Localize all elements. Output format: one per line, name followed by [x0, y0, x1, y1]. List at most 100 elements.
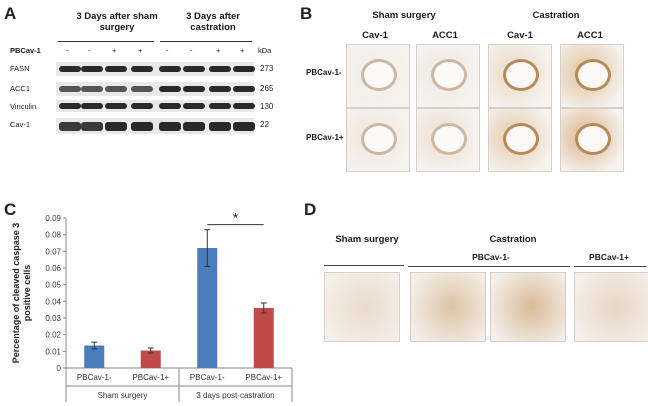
ihc-tissue-image	[488, 44, 552, 108]
blot-lane-sign: +	[216, 46, 221, 55]
chart-group-label: 3 days post-castration	[196, 391, 274, 400]
blot-band	[159, 86, 181, 92]
blot-band	[183, 103, 205, 109]
blot-group-castration-header: 3 Days after castration	[186, 11, 240, 33]
ihc-d-sham-line	[324, 265, 404, 266]
blot-group-sham-underline	[58, 41, 154, 42]
blot-band	[183, 86, 205, 92]
chart-x-tick-label: PBCav-1-	[77, 373, 112, 382]
blot-lane-sign: -	[66, 46, 69, 55]
chart-y-tick-label: 0.09	[45, 214, 61, 223]
blot-lane-sign: +	[112, 46, 117, 55]
ihc-d-tissue-image	[410, 272, 486, 342]
blot-band	[59, 103, 81, 109]
blot-band	[233, 121, 255, 131]
blot-band-label: FASN	[10, 64, 30, 73]
blot-band	[183, 66, 205, 72]
blot-group-castration-underline	[160, 41, 252, 42]
ihc-row-label-pbcav1-pos: PBCav-1+	[306, 133, 344, 142]
ihc-col-sham-acc1: ACC1	[432, 30, 458, 41]
blot-band-kda: 265	[260, 84, 274, 93]
ihc-gland-shape	[575, 123, 611, 155]
blot-strip	[56, 62, 254, 76]
ihc-row-label-pbcav1-neg: PBCav-1-	[306, 68, 342, 77]
ihc-tissue-image	[346, 44, 410, 108]
ihc-col-castration-cav1: Cav-1	[507, 30, 533, 41]
chart-significance-star: *	[233, 210, 239, 226]
ihc-gland-shape	[575, 59, 611, 91]
blot-band	[131, 121, 153, 131]
blot-band	[105, 121, 127, 131]
ihc-d-tissue-image	[324, 272, 400, 342]
ihc-d-castration-header: Castration	[489, 234, 537, 245]
blot-lane-sign: +	[240, 46, 245, 55]
blot-band	[233, 103, 255, 109]
blot-lane-sign: -	[190, 46, 193, 55]
chart-bar	[84, 345, 105, 368]
ihc-d-pos-line	[574, 266, 646, 267]
panel-label-c: C	[4, 200, 17, 219]
chart-y-tick-label: 0.07	[45, 247, 61, 256]
blot-band-label: Cav-1	[10, 120, 31, 129]
chart-x-tick-label: PBCav-1-	[190, 373, 225, 382]
blot-band	[81, 103, 103, 109]
blot-band	[105, 66, 127, 72]
ihc-tissue-image	[488, 108, 552, 172]
blot-band	[183, 121, 205, 131]
ihc-d-pos-subheader: PBCav-1+	[589, 252, 629, 262]
panel-label-a: A	[4, 4, 17, 23]
chart-bar	[253, 308, 274, 368]
chart-y-tick-label: 0.02	[45, 331, 61, 340]
blot-band	[131, 86, 153, 92]
ihc-col-sham-cav1: Cav-1	[362, 30, 388, 41]
panel-label-d: D	[304, 200, 317, 219]
ihc-d-tissue-image	[490, 272, 566, 342]
blot-band	[209, 121, 231, 131]
chart-y-tick-label: 0.06	[45, 264, 61, 273]
blot-lane-sign: +	[138, 46, 143, 55]
chart-y-tick-label: 0.03	[45, 314, 61, 323]
blot-band	[233, 86, 255, 92]
ihc-gland-shape	[361, 123, 397, 155]
blot-band	[105, 103, 127, 109]
ihc-d-neg-line	[408, 266, 570, 267]
ihc-group-sham-header: Sham surgery	[372, 10, 436, 21]
blot-group-sham-header: 3 Days after sham surgery	[76, 11, 158, 33]
ihc-gland-shape	[431, 59, 467, 91]
chart-x-tick-label: PBCav-1+	[245, 373, 282, 382]
ihc-gland-shape	[503, 59, 539, 91]
ihc-gland-shape	[361, 59, 397, 91]
blot-band	[209, 86, 231, 92]
blot-band	[59, 66, 81, 72]
ihc-d-sham-header: Sham surgery	[335, 234, 399, 245]
blot-band	[159, 66, 181, 72]
blot-band	[233, 66, 255, 72]
ihc-tissue-image	[560, 108, 624, 172]
blot-band	[159, 103, 181, 109]
ihc-tissue-image	[560, 44, 624, 108]
blot-band	[209, 66, 231, 72]
chart-bar	[197, 248, 218, 368]
blot-band-kda: 22	[260, 120, 269, 129]
chart-y-tick-label: 0.05	[45, 281, 61, 290]
blot-row-title: PBCav-1	[10, 46, 41, 55]
blot-lane-sign: -	[88, 46, 91, 55]
chart-y-tick-label: 0.08	[45, 231, 61, 240]
blot-band	[81, 121, 103, 131]
blot-band	[59, 86, 81, 92]
blot-band	[131, 103, 153, 109]
blot-band-label: Vinculin	[10, 102, 37, 111]
ihc-gland-shape	[431, 123, 467, 155]
blot-band	[81, 86, 103, 92]
chart-x-tick-label: PBCav-1+	[132, 373, 169, 382]
blot-strip	[56, 82, 254, 96]
caspase-bar-chart: 0 0.01 0.02 0.03 0.04 0.05 0.06 0.07 0.08 0.09 Per…	[11, 210, 293, 402]
chart-y-axis-label: Percentage of cleaved caspase 3positive …	[11, 223, 32, 364]
blot-band-kda: 130	[260, 102, 274, 111]
chart-y-tick-label: 0.01	[45, 347, 61, 356]
ihc-d-neg-subheader: PBCav-1-	[472, 252, 510, 262]
ihc-d-tissue-image	[574, 272, 648, 342]
ihc-tissue-image	[416, 108, 480, 172]
ihc-tissue-image	[346, 108, 410, 172]
ihc-col-castration-acc1: ACC1	[577, 30, 603, 41]
